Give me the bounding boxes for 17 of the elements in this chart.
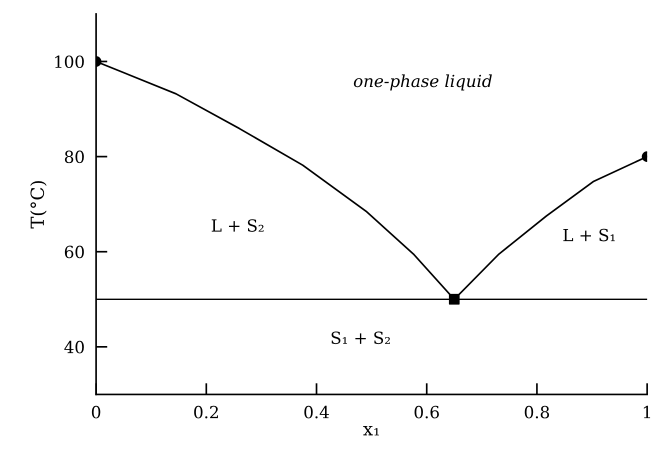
x-tick-label: 0.4 [304, 406, 329, 418]
annotation: L + S₁ [563, 228, 615, 242]
y-tick-label: 60 [64, 246, 84, 258]
annotation: L + S₂ [212, 219, 264, 232]
x-tick-label: 0.2 [194, 406, 218, 418]
x-tick-label: 1 [644, 406, 650, 418]
y-axis-title: T(°C) [30, 181, 47, 228]
x-axis-title: x₁ [363, 426, 379, 436]
y-tick-label: 80 [64, 150, 84, 164]
point [448, 294, 460, 305]
annotation: one-phase liquid [354, 74, 492, 90]
x-tick-label: 0.8 [524, 406, 550, 418]
x-tick-label: 0.6 [414, 406, 439, 418]
y-tick-label: 40 [64, 340, 84, 354]
x-tick-label: 0 [92, 406, 100, 418]
annotation: S₁ + S₂ [332, 331, 390, 344]
y-tick-label: 100 [55, 55, 84, 68]
